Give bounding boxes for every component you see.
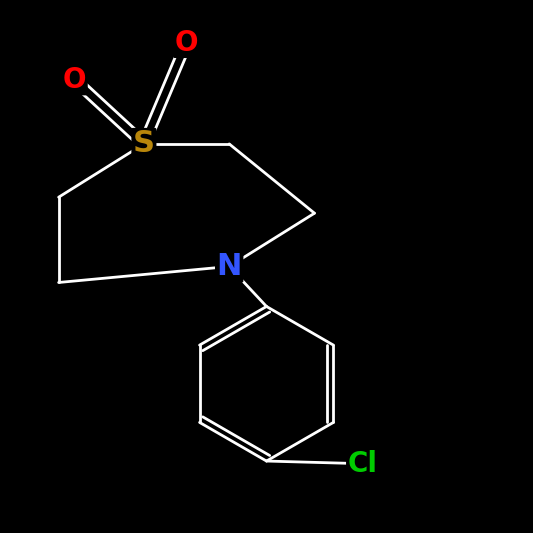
Text: O: O	[63, 66, 86, 94]
Text: O: O	[175, 29, 198, 56]
Text: Cl: Cl	[348, 450, 377, 478]
Text: N: N	[216, 252, 242, 281]
Text: S: S	[133, 130, 155, 158]
